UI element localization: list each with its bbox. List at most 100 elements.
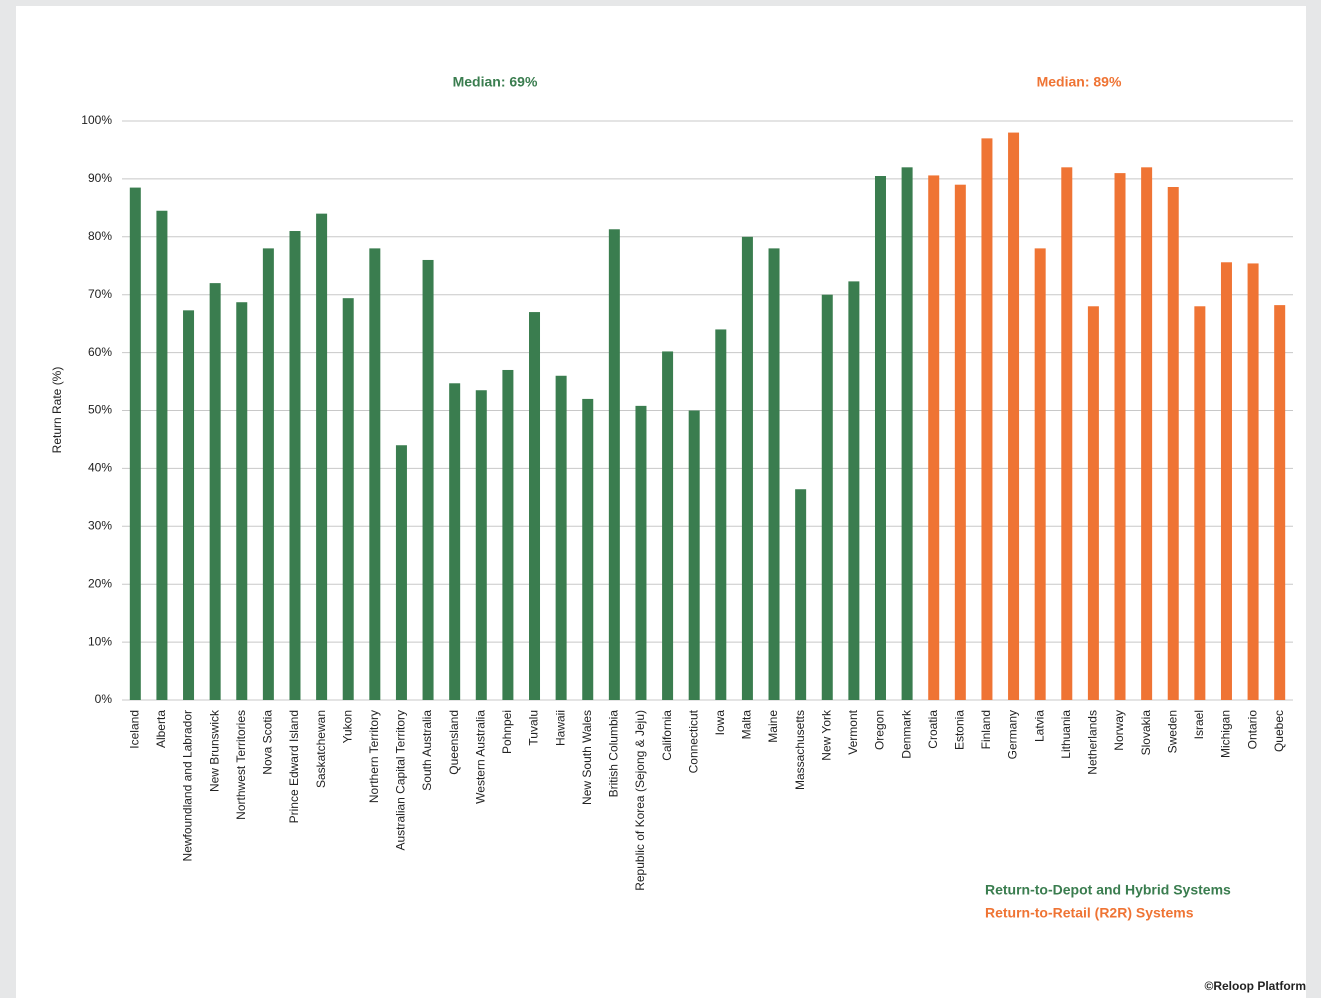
y-tick-label: 70% xyxy=(88,287,112,301)
bar xyxy=(1141,167,1153,700)
x-tick-label: Iceland xyxy=(127,710,141,749)
x-tick-label: Saskatchewan xyxy=(314,710,328,788)
bar xyxy=(608,229,620,700)
bar xyxy=(555,375,567,700)
bar xyxy=(1220,262,1232,700)
y-tick-label: 60% xyxy=(88,345,112,359)
x-tick-label: Maine xyxy=(766,710,780,743)
bar xyxy=(821,294,833,700)
bar xyxy=(928,175,940,700)
bar xyxy=(874,176,886,700)
bar xyxy=(1008,132,1020,700)
x-tick-label: Sweden xyxy=(1165,710,1179,753)
bar xyxy=(342,298,354,700)
bar xyxy=(1034,248,1046,700)
credit: ©Reloop Platform xyxy=(1204,979,1306,993)
bar xyxy=(954,184,966,700)
y-tick-label: 10% xyxy=(88,634,112,648)
bar xyxy=(1194,306,1206,700)
x-tick-label: Croatia xyxy=(926,710,940,749)
x-tick-label: Nova Scotia xyxy=(261,710,275,775)
bar xyxy=(395,445,407,700)
bar xyxy=(236,302,248,700)
bar xyxy=(1114,173,1126,701)
bar xyxy=(502,369,514,700)
bar xyxy=(1061,167,1073,700)
x-tick-label: Estonia xyxy=(953,710,967,750)
x-tick-label: Norway xyxy=(1112,710,1126,751)
x-tick-label: Finland xyxy=(979,710,993,749)
bar xyxy=(209,283,221,700)
x-tick-label: South Australia xyxy=(420,710,434,791)
median-annotation: Median: 89% xyxy=(1037,74,1122,90)
y-tick-label: 40% xyxy=(88,461,112,475)
x-tick-label: Pohnpei xyxy=(500,710,514,754)
x-tick-label: Queensland xyxy=(447,710,461,775)
bar xyxy=(741,236,753,701)
bar xyxy=(848,281,860,700)
x-tick-label: Oregon xyxy=(873,710,887,750)
y-tick-label: 30% xyxy=(88,518,112,532)
median-annotation: Median: 69% xyxy=(453,74,538,90)
x-tick-label: Vermont xyxy=(846,709,860,754)
x-tick-label: Netherlands xyxy=(1086,710,1100,775)
x-tick-label: British Columbia xyxy=(607,710,621,798)
bar xyxy=(369,248,381,700)
x-tick-label: Northern Territory xyxy=(367,710,381,803)
x-tick-label: New Brunswick xyxy=(207,709,221,792)
y-tick-label: 80% xyxy=(88,229,112,243)
legend-entry: Return-to-Depot and Hybrid Systems xyxy=(985,882,1231,898)
x-tick-label: Republic of Korea (Sejong & Jeju) xyxy=(633,710,647,891)
x-tick-label: Malta xyxy=(740,710,754,740)
bar xyxy=(901,167,913,700)
bar xyxy=(1274,305,1286,700)
bar xyxy=(156,210,168,700)
bar xyxy=(635,405,647,700)
bar xyxy=(768,248,780,700)
bar xyxy=(1247,263,1259,700)
x-tick-label: Tuvalu xyxy=(527,710,541,746)
bar xyxy=(1167,187,1179,701)
bar xyxy=(688,410,700,700)
x-tick-label: Connecticut xyxy=(686,709,700,773)
x-tick-label: Ontario xyxy=(1245,710,1259,750)
bar xyxy=(422,259,434,700)
x-tick-label: Michigan xyxy=(1219,710,1233,758)
bar xyxy=(715,329,727,700)
x-tick-label: Denmark xyxy=(899,709,913,759)
y-tick-label: 0% xyxy=(95,692,113,706)
bar xyxy=(449,383,461,700)
y-axis-label: Return Rate (%) xyxy=(50,367,64,454)
x-tick-label: Lithuania xyxy=(1059,710,1073,759)
bar xyxy=(529,312,541,700)
bar xyxy=(582,398,594,700)
x-tick-label: Australian Capital Territory xyxy=(394,710,408,851)
x-tick-label: California xyxy=(660,710,674,761)
x-tick-label: New South Wales xyxy=(580,710,594,805)
x-tick-label: Israel xyxy=(1192,710,1206,739)
y-tick-label: 90% xyxy=(88,171,112,185)
bar xyxy=(981,138,993,700)
x-tick-label: Quebec xyxy=(1272,710,1286,752)
y-tick-label: 50% xyxy=(88,403,112,417)
bar xyxy=(316,213,328,700)
x-tick-label: New York xyxy=(819,709,833,761)
x-tick-label: Hawaii xyxy=(553,710,567,746)
bar xyxy=(289,231,301,700)
x-tick-label: Iowa xyxy=(713,710,727,736)
x-tick-label: Slovakia xyxy=(1139,710,1153,756)
x-tick-label: Latvia xyxy=(1032,710,1046,742)
x-tick-label: Western Australia xyxy=(473,710,487,804)
x-tick-label: Germany xyxy=(1006,710,1020,759)
bar xyxy=(1087,306,1099,700)
bar xyxy=(795,489,807,700)
x-tick-label: Yukon xyxy=(340,710,354,743)
bar xyxy=(183,310,195,700)
x-tick-label: Massachusetts xyxy=(793,710,807,790)
bar xyxy=(129,187,141,700)
x-tick-label: Northwest Territories xyxy=(234,710,248,820)
x-tick-label: Newfoundland and Labrador xyxy=(181,710,195,861)
legend-entry: Return-to-Retail (R2R) Systems xyxy=(985,905,1194,921)
